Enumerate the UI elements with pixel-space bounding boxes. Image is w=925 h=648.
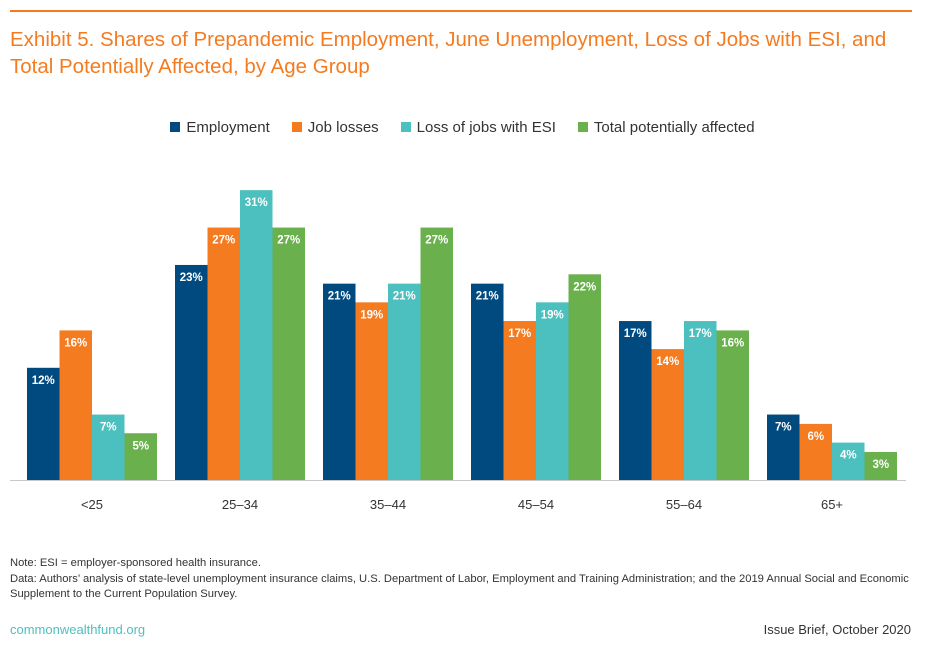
bar [175, 264, 208, 480]
data-label: 4% [840, 450, 857, 462]
legend-swatch-esi-loss [400, 122, 411, 132]
x-tick-label: 25–34 [222, 497, 258, 512]
bar [92, 414, 125, 480]
notes: Note: ESI = employer-sponsored health in… [10, 556, 915, 603]
bar [503, 321, 536, 480]
bar [388, 283, 421, 480]
bar [59, 330, 92, 480]
bar [27, 367, 60, 480]
bar [355, 302, 388, 480]
data-label: 7% [100, 422, 117, 434]
x-tick-label: 45–54 [518, 497, 554, 512]
bar [471, 283, 504, 480]
data-label: 12% [32, 375, 55, 387]
data-label: 22% [573, 281, 596, 293]
data-label: 21% [476, 291, 499, 303]
bar [767, 414, 800, 480]
data-label: 7% [775, 422, 792, 434]
data-label: 5% [132, 440, 149, 452]
data-label: 21% [328, 291, 351, 303]
data-label: 17% [689, 328, 712, 340]
bar [272, 227, 305, 480]
bar [207, 227, 240, 480]
bar [536, 302, 569, 480]
chart-title: Exhibit 5. Shares of Prepandemic Employm… [10, 28, 887, 78]
x-tick-label: 35–44 [370, 497, 406, 512]
legend-swatch-total-affected [577, 122, 588, 132]
x-tick-label: 55–64 [666, 497, 702, 512]
data-label: 6% [807, 431, 824, 443]
bar [568, 274, 601, 480]
legend-label-job-losses: Job losses [307, 118, 379, 136]
data-label: 31% [245, 197, 268, 209]
footer-site-link[interactable]: commonwealthfund.org [10, 622, 146, 637]
data-label: 21% [393, 291, 416, 303]
bar [124, 433, 157, 480]
x-tick-label: 65+ [821, 497, 843, 512]
note-data-source: Data: Authors’ analysis of state-level u… [10, 572, 909, 601]
legend-label-employment: Employment [186, 118, 270, 136]
bar [240, 190, 273, 480]
data-label: 14% [656, 356, 679, 368]
bar [864, 451, 897, 480]
bar [323, 283, 356, 480]
bar [832, 442, 865, 480]
data-label: 19% [360, 309, 383, 321]
legend-item-employment: Employment [170, 118, 270, 136]
legend-item-esi-loss: Loss of jobs with ESI [400, 118, 556, 136]
data-label: 17% [624, 328, 647, 340]
bar-chart: 12% 16% 7% 5% <25 23% 27% 31% 27% 25–34 21% 19% 21% 2… [10, 190, 906, 512]
data-label: 27% [212, 235, 235, 247]
data-label: 16% [64, 337, 87, 349]
bar [651, 349, 684, 480]
bar [799, 423, 832, 480]
bar [684, 321, 717, 480]
legend-label-total-affected: Total potentially affected [593, 118, 755, 136]
top-rule [10, 10, 912, 12]
footer-publication: Issue Brief, October 2020 [763, 622, 911, 637]
data-label: 3% [872, 459, 889, 471]
legend-item-total-affected: Total potentially affected [577, 118, 755, 136]
legend-label-esi-loss: Loss of jobs with ESI [416, 118, 556, 136]
note-esi: Note: ESI = employer-sponsored health in… [10, 557, 261, 569]
data-label: 27% [425, 235, 448, 247]
x-tick-label: <25 [81, 497, 103, 512]
data-label: 16% [721, 337, 744, 349]
legend-swatch-employment [170, 122, 181, 132]
data-label: 23% [180, 272, 203, 284]
bar [619, 321, 652, 480]
data-label: 17% [508, 328, 531, 340]
legend-swatch-job-losses [291, 122, 302, 132]
legend-item-job-losses: Job losses [291, 118, 379, 136]
legend: Employment Job losses Loss of jobs with … [0, 117, 925, 137]
data-label: 27% [277, 235, 300, 247]
bar [420, 227, 453, 480]
bar [716, 330, 749, 480]
data-label: 19% [541, 309, 564, 321]
